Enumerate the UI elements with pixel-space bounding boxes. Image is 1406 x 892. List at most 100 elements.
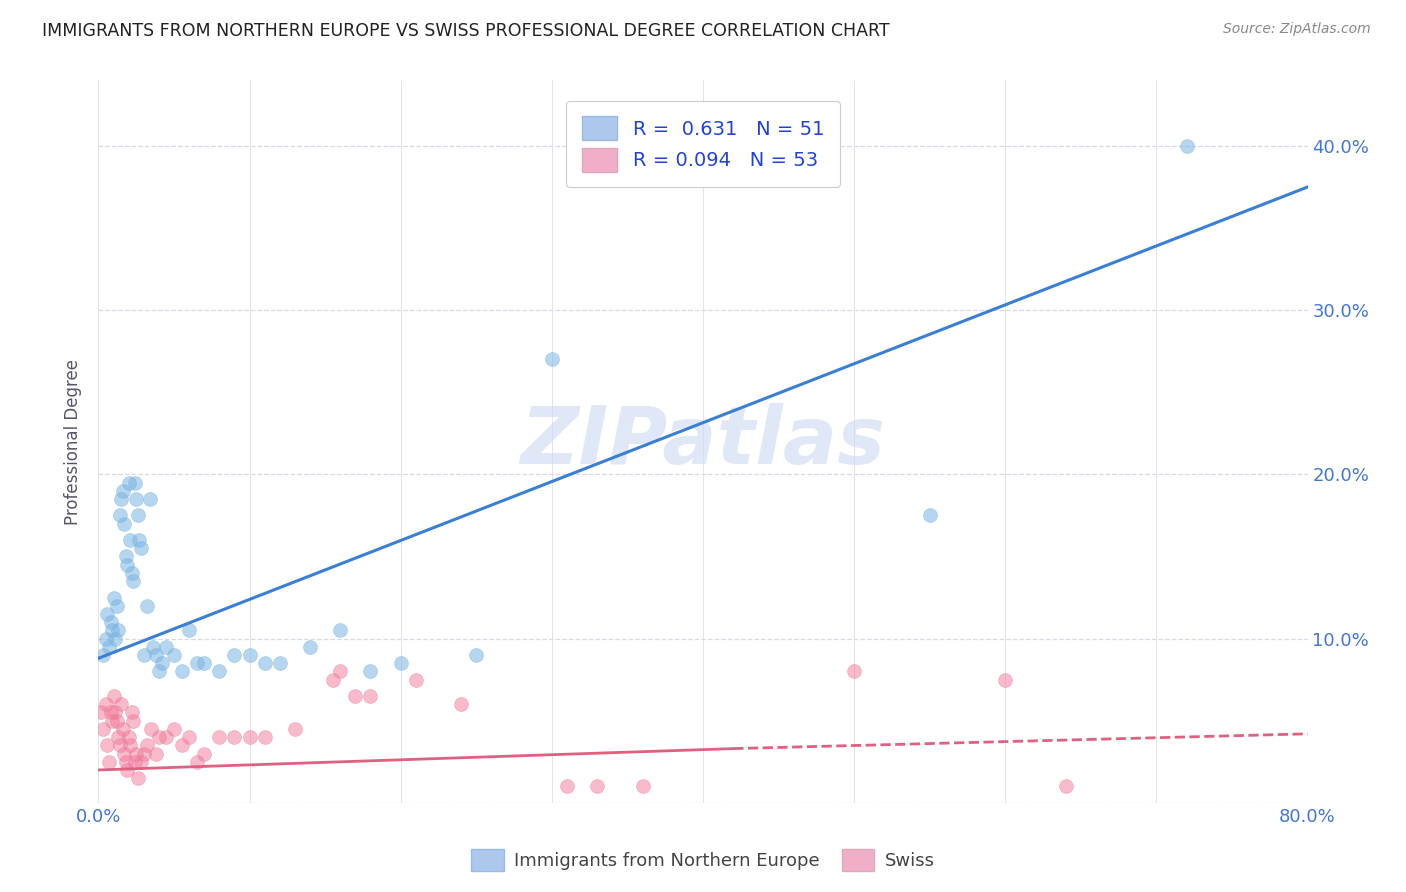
- Point: [127, 771, 149, 785]
- Point: [132, 648, 155, 662]
- Point: [994, 673, 1017, 687]
- Point: [127, 508, 149, 523]
- Point: [115, 763, 138, 777]
- Point: [94, 632, 117, 646]
- Point: [124, 755, 146, 769]
- Point: [122, 574, 145, 588]
- Point: [91, 648, 114, 662]
- Point: [163, 722, 186, 736]
- Point: [115, 558, 138, 572]
- Point: [111, 722, 134, 736]
- Point: [148, 665, 170, 679]
- Point: [139, 491, 162, 506]
- Point: [120, 739, 142, 753]
- Point: [94, 698, 117, 712]
- Point: [112, 516, 135, 531]
- Point: [239, 730, 262, 744]
- Point: [121, 566, 143, 580]
- Y-axis label: Professional Degree: Professional Degree: [65, 359, 83, 524]
- Legend: Immigrants from Northern Europe, Swiss: Immigrants from Northern Europe, Swiss: [464, 842, 942, 879]
- Point: [100, 615, 122, 630]
- Point: [101, 624, 124, 638]
- Point: [389, 657, 412, 671]
- Point: [101, 714, 124, 728]
- Point: [108, 508, 131, 523]
- Point: [150, 657, 173, 671]
- Point: [193, 747, 215, 761]
- Point: [344, 689, 367, 703]
- Point: [299, 640, 322, 654]
- Point: [110, 698, 132, 712]
- Point: [114, 755, 136, 769]
- Point: [844, 665, 866, 679]
- Point: [107, 730, 129, 744]
- Point: [121, 706, 143, 720]
- Point: [208, 665, 231, 679]
- Point: [104, 706, 127, 720]
- Point: [224, 648, 246, 662]
- Point: [118, 730, 141, 744]
- Point: [100, 706, 122, 720]
- Point: [90, 706, 112, 720]
- Point: [586, 780, 609, 794]
- Point: [155, 730, 177, 744]
- Point: [98, 755, 121, 769]
- Point: [253, 657, 276, 671]
- Point: [142, 640, 165, 654]
- Point: [186, 755, 208, 769]
- Point: [108, 739, 131, 753]
- Text: ZIPatlas: ZIPatlas: [520, 402, 886, 481]
- Point: [450, 698, 472, 712]
- Point: [465, 648, 488, 662]
- Point: [163, 648, 186, 662]
- Point: [103, 591, 125, 605]
- Point: [186, 657, 208, 671]
- Point: [91, 722, 114, 736]
- Point: [1175, 139, 1198, 153]
- Point: [125, 747, 148, 761]
- Point: [208, 730, 231, 744]
- Point: [155, 640, 177, 654]
- Point: [405, 673, 427, 687]
- Point: [114, 549, 136, 564]
- Point: [179, 624, 201, 638]
- Point: [631, 780, 654, 794]
- Point: [105, 599, 128, 613]
- Point: [145, 747, 167, 761]
- Point: [329, 665, 352, 679]
- Point: [135, 739, 157, 753]
- Point: [170, 665, 193, 679]
- Point: [96, 607, 118, 621]
- Point: [141, 722, 163, 736]
- Point: [360, 689, 382, 703]
- Point: [145, 648, 167, 662]
- Point: [329, 624, 352, 638]
- Text: IMMIGRANTS FROM NORTHERN EUROPE VS SWISS PROFESSIONAL DEGREE CORRELATION CHART: IMMIGRANTS FROM NORTHERN EUROPE VS SWISS…: [42, 22, 890, 40]
- Point: [120, 533, 142, 547]
- Point: [129, 755, 152, 769]
- Point: [125, 491, 148, 506]
- Point: [107, 624, 129, 638]
- Point: [122, 714, 145, 728]
- Text: Source: ZipAtlas.com: Source: ZipAtlas.com: [1223, 22, 1371, 37]
- Point: [284, 722, 307, 736]
- Point: [132, 747, 155, 761]
- Point: [96, 739, 118, 753]
- Point: [118, 475, 141, 490]
- Point: [269, 657, 291, 671]
- Point: [129, 541, 152, 556]
- Point: [540, 352, 562, 367]
- Point: [322, 673, 344, 687]
- Point: [239, 648, 262, 662]
- Legend: R =  0.631   N = 51, R = 0.094   N = 53: R = 0.631 N = 51, R = 0.094 N = 53: [567, 101, 839, 187]
- Point: [1054, 780, 1077, 794]
- Point: [104, 632, 127, 646]
- Point: [112, 747, 135, 761]
- Point: [170, 739, 193, 753]
- Point: [193, 657, 215, 671]
- Point: [128, 533, 150, 547]
- Point: [110, 491, 132, 506]
- Point: [360, 665, 382, 679]
- Point: [98, 640, 121, 654]
- Point: [124, 475, 146, 490]
